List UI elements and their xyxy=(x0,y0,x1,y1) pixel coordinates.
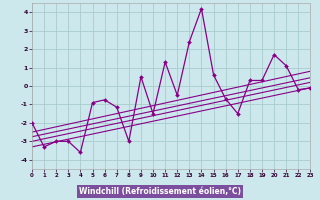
Text: Windchill (Refroidissement éolien,°C): Windchill (Refroidissement éolien,°C) xyxy=(79,187,241,196)
